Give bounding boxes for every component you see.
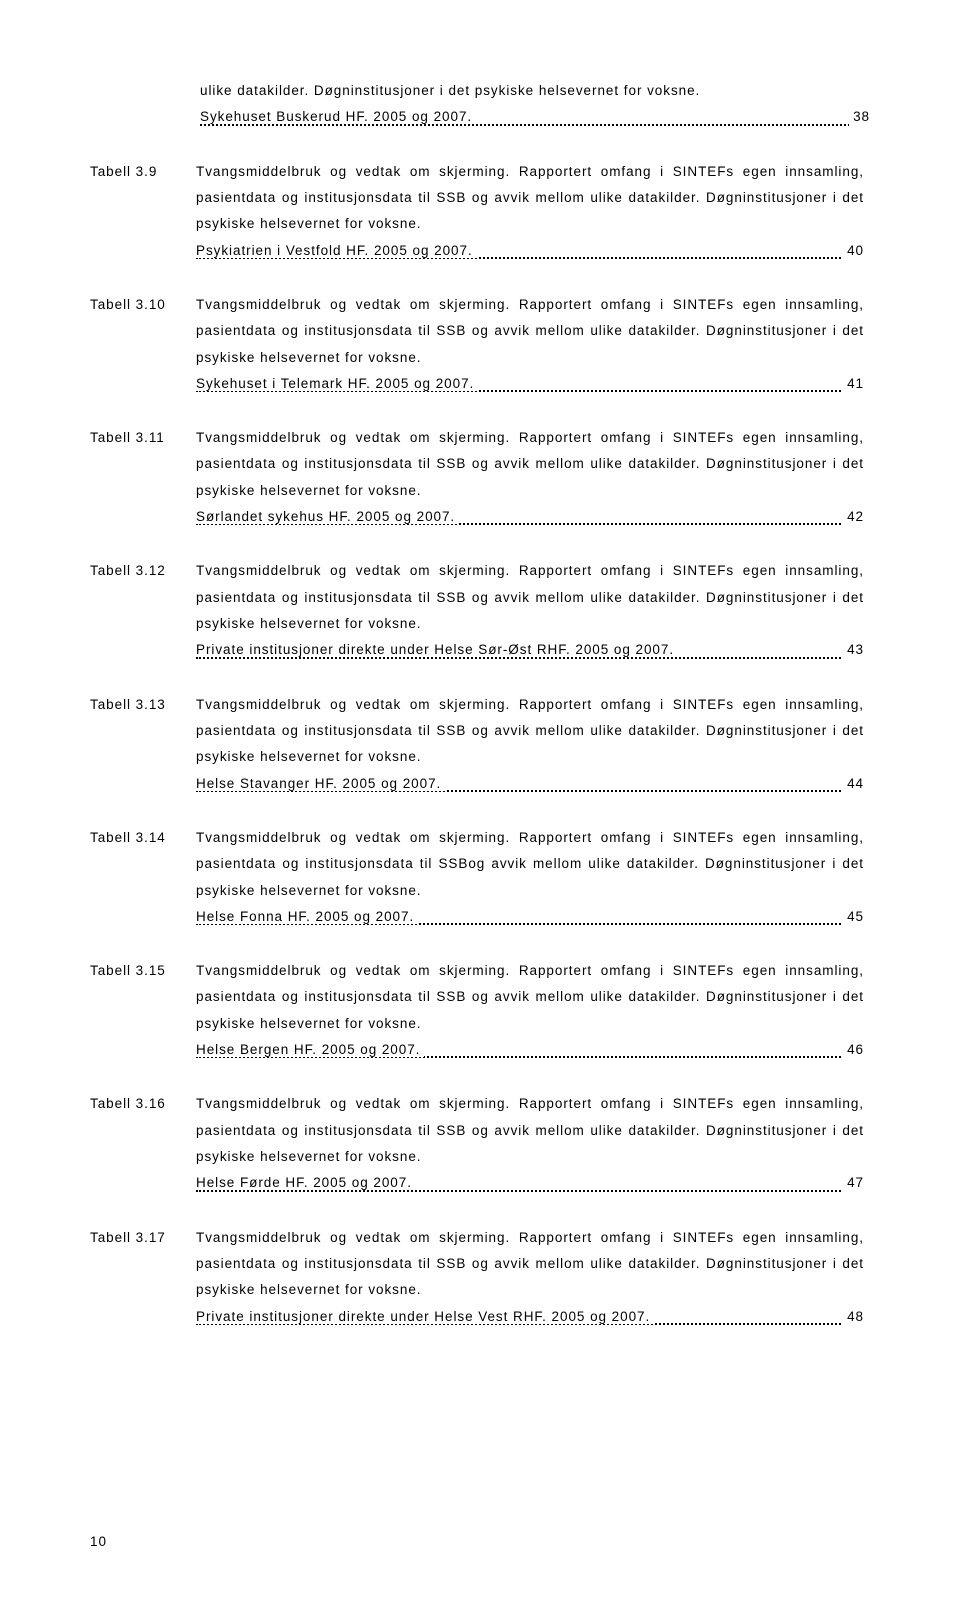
toc-entry-pagenum: 43 [843,637,864,663]
toc-entry-label: Tabell 3.12 [90,558,196,584]
toc-entry-pagenum: 45 [843,904,864,930]
toc-entry-text: Tabell 3.13Tvangsmiddelbruk og vedtak om… [90,692,870,797]
toc-entry-tail: Sykehuset i Telemark HF. 2005 og 2007. [196,376,478,391]
toc-entry-tail: Helse Bergen HF. 2005 og 2007. [196,1042,424,1057]
toc-leader-line: Private institusjoner direkte under Hels… [196,637,864,663]
toc-leader-line: Sørlandet sykehus HF. 2005 og 2007. 42 [196,504,864,530]
toc-leader-line: Helse Førde HF. 2005 og 2007. 47 [196,1170,864,1196]
toc-entry-tail: Psykiatrien i Vestfold HF. 2005 og 2007. [196,243,477,258]
toc-leader-line: Private institusjoner direkte under Hels… [196,1304,864,1330]
page-number: 10 [90,1534,107,1549]
toc-entry-text: Tabell 3.10Tvangsmiddelbruk og vedtak om… [90,292,870,397]
toc-entry-text: Tabell 3.9Tvangsmiddelbruk og vedtak om … [90,159,870,264]
toc-entry-label: Tabell 3.16 [90,1091,196,1117]
toc-leader-line: Psykiatrien i Vestfold HF. 2005 og 2007.… [196,238,864,264]
toc-entry: ulike datakilder. Døgninstitusjoner i de… [90,78,870,131]
toc-entry-text: Tabell 3.17Tvangsmiddelbruk og vedtak om… [90,1225,870,1330]
toc-entry-text: Tabell 3.15Tvangsmiddelbruk og vedtak om… [90,958,870,1063]
toc-entry-tail: Helse Førde HF. 2005 og 2007. [196,1175,416,1190]
toc-entry-text: Tabell 3.14Tvangsmiddelbruk og vedtak om… [90,825,870,930]
toc-leader-line: Helse Fonna HF. 2005 og 2007. 45 [196,904,864,930]
toc-leader-line: Sykehuset i Telemark HF. 2005 og 2007. 41 [196,371,864,397]
toc-entry: Tabell 3.10Tvangsmiddelbruk og vedtak om… [90,292,870,397]
toc-entry-tail: Helse Stavanger HF. 2005 og 2007. [196,776,445,791]
toc-entry-pagenum: 46 [843,1037,864,1063]
toc-entry-text: Tabell 3.16Tvangsmiddelbruk og vedtak om… [90,1091,870,1196]
toc-entry-pagenum: 40 [843,238,864,264]
toc-entry-label: Tabell 3.15 [90,958,196,984]
toc-entry-tail: Sykehuset Buskerud HF. 2005 og 2007. [200,109,476,124]
toc-entry: Tabell 3.9Tvangsmiddelbruk og vedtak om … [90,159,870,264]
toc-entry-tail: Helse Fonna HF. 2005 og 2007. [196,909,418,924]
toc-entry-pagenum: 44 [843,771,864,797]
toc-entry: Tabell 3.12Tvangsmiddelbruk og vedtak om… [90,558,870,663]
toc-leader-line: Helse Bergen HF. 2005 og 2007. 46 [196,1037,864,1063]
toc-entry-text: Tabell 3.12Tvangsmiddelbruk og vedtak om… [90,558,870,663]
toc-entry-label: Tabell 3.13 [90,692,196,718]
toc-entry-label: Tabell 3.10 [90,292,196,318]
toc-entry: Tabell 3.14Tvangsmiddelbruk og vedtak om… [90,825,870,930]
table-of-contents: ulike datakilder. Døgninstitusjoner i de… [90,78,870,1330]
toc-leader-line: Sykehuset Buskerud HF. 2005 og 2007. 38 [200,104,870,130]
toc-entry-label: Tabell 3.17 [90,1225,196,1251]
toc-entry: Tabell 3.16Tvangsmiddelbruk og vedtak om… [90,1091,870,1196]
toc-leader-line: Helse Stavanger HF. 2005 og 2007. 44 [196,771,864,797]
toc-entry-label: Tabell 3.9 [90,159,196,185]
toc-entry: Tabell 3.13Tvangsmiddelbruk og vedtak om… [90,692,870,797]
toc-entry-pagenum: 42 [843,504,864,530]
toc-entry-label: Tabell 3.11 [90,425,196,451]
toc-entry: Tabell 3.17Tvangsmiddelbruk og vedtak om… [90,1225,870,1330]
toc-entry-label: Tabell 3.14 [90,825,196,851]
toc-entry-text: Tabell 3.11Tvangsmiddelbruk og vedtak om… [90,425,870,530]
toc-entry: Tabell 3.15Tvangsmiddelbruk og vedtak om… [90,958,870,1063]
toc-entry-pagenum: 47 [843,1170,864,1196]
toc-entry-pagenum: 48 [843,1304,864,1330]
toc-entry: Tabell 3.11Tvangsmiddelbruk og vedtak om… [90,425,870,530]
toc-entry-text: ulike datakilder. Døgninstitusjoner i de… [90,78,870,131]
toc-entry-tail: Private institusjoner direkte under Hels… [196,642,678,657]
toc-entry-pagenum: 41 [843,371,864,397]
toc-entry-tail: Sørlandet sykehus HF. 2005 og 2007. [196,509,459,524]
toc-entry-tail: Private institusjoner direkte under Hels… [196,1309,654,1324]
toc-entry-pagenum: 38 [849,104,870,130]
